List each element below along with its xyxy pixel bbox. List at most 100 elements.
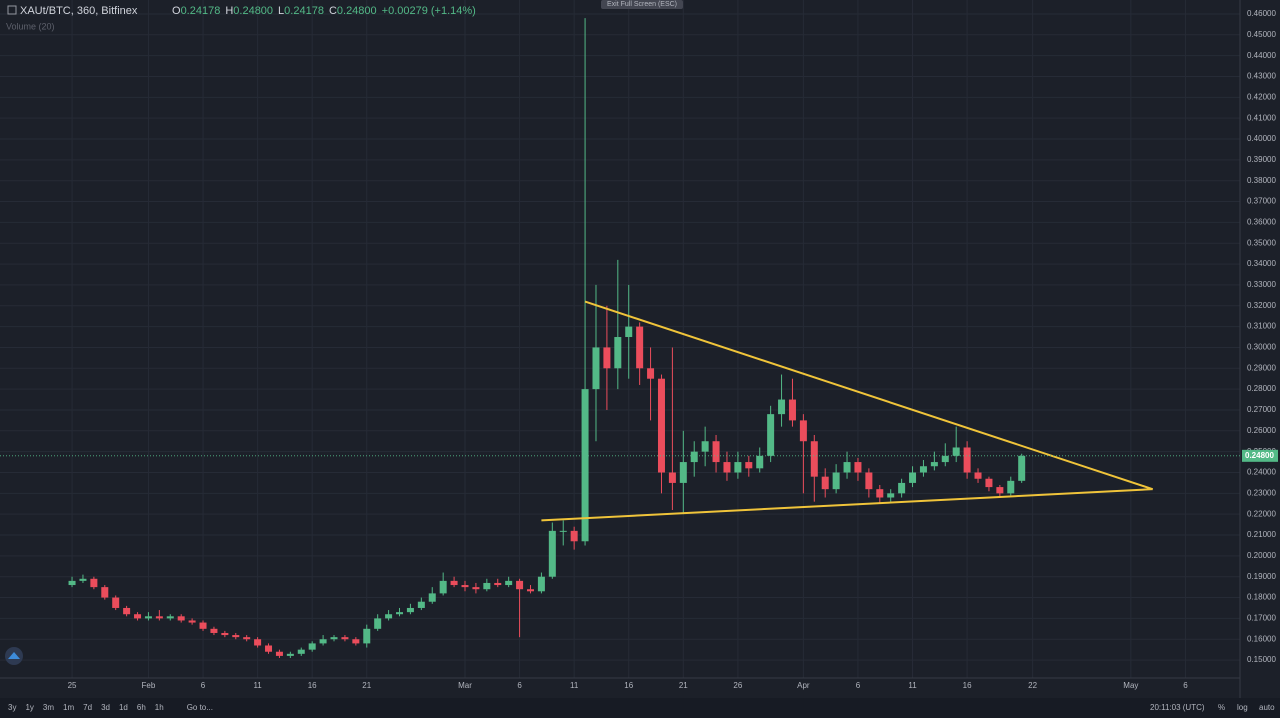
x-tick-label: 16 [624,681,633,690]
scale-option[interactable]: % [1218,703,1225,712]
x-tick-label: Mar [458,681,472,690]
x-tick-label: 11 [908,681,917,690]
y-tick-label: 0.41000 [1247,113,1276,122]
exit-button[interactable] [601,0,683,9]
candle-body [297,649,305,654]
exit-label[interactable]: Exit Full Screen (ESC) [607,1,677,8]
trendline [541,488,1153,522]
candle-body [232,635,240,638]
candle-body [865,472,873,490]
y-tick-label: 0.15000 [1247,655,1276,664]
candle-body [548,530,556,577]
candle-body [428,593,436,602]
ohlc-key: H [225,5,233,17]
range-button[interactable]: 3m [43,703,54,712]
last-price-box [1242,449,1278,462]
candle-body [745,462,753,469]
y-tick-label: 0.39000 [1247,155,1276,164]
candle-body [155,616,163,619]
candle-body [854,462,862,473]
x-tick-label: 21 [679,681,688,690]
x-tick-label: 16 [963,681,972,690]
candle-body [941,455,949,463]
y-tick-label: 0.31000 [1247,322,1276,331]
candle-body [581,389,589,542]
candle-body [286,653,294,656]
candle-body [767,414,775,456]
clock: 20:11:03 (UTC) [1150,703,1205,712]
candle-body [417,601,425,608]
candle-body [810,441,818,477]
y-tick-label: 0.43000 [1247,72,1276,81]
y-tick-label: 0.35000 [1247,238,1276,247]
candle-body [363,628,371,644]
candle-body [625,326,633,338]
range-button[interactable]: 1y [25,703,33,712]
candle-body [166,616,174,619]
candle-body [636,326,644,369]
candle-body [799,420,807,442]
change: +0.00279 (+1.14%) [382,5,476,17]
range-button[interactable]: 1h [155,703,164,712]
candle-body [450,580,458,586]
x-tick-label: Feb [142,681,156,690]
range-button[interactable]: 6h [137,703,146,712]
candle-body [374,618,382,629]
candle-body [985,478,993,488]
y-tick-label: 0.20000 [1247,551,1276,560]
candle-body [275,651,283,656]
candle-body [898,482,906,494]
y-tick-label: 0.40000 [1247,134,1276,143]
candle-body [592,347,600,390]
candle-body [963,447,971,473]
range-button[interactable]: 1m [63,703,74,712]
y-tick-label: 0.27000 [1247,405,1276,414]
candle-body [210,628,218,633]
range-button[interactable]: 1d [119,703,128,712]
candle-body [319,639,327,644]
y-tick-label: 0.16000 [1247,634,1276,643]
x-tick-label: 25 [68,681,77,690]
range-button[interactable]: 3d [101,703,110,712]
candle-body [832,472,840,490]
candle-body [254,639,262,646]
candle-body [668,472,676,483]
y-tick-label: 0.29000 [1247,363,1276,372]
candle-body [112,597,120,608]
candle-body [821,476,829,490]
y-tick-label: 0.33000 [1247,280,1276,289]
candle-body [690,451,698,463]
x-tick-label: 26 [733,681,742,690]
range-button[interactable]: 7d [83,703,92,712]
volume-label[interactable]: Volume (20) [6,21,55,31]
y-tick-label: 0.26000 [1247,426,1276,435]
x-tick-label: 22 [1028,681,1037,690]
y-tick-label: 0.42000 [1247,92,1276,101]
candle-body [396,612,404,615]
candle-body [494,582,502,586]
candle-body [701,441,709,452]
scale-option[interactable]: log [1237,703,1248,712]
range-button[interactable]: 3y [8,703,16,712]
candle-body [526,589,534,592]
symbol-icon [7,5,17,15]
y-tick-label: 0.34000 [1247,259,1276,268]
candle-body [756,455,764,469]
candle-body [723,462,731,473]
candle-body [134,614,142,619]
goto-button[interactable]: Go to... [187,703,213,712]
candle-body [559,530,567,532]
candle-body [1007,480,1015,494]
last-price-label: 0.24800 [1245,451,1274,460]
symbol[interactable]: XAUt/BTC, 360, Bitfinex [20,5,138,17]
candle-body [952,447,960,456]
candle-body [843,462,851,473]
scale-option[interactable]: auto [1259,703,1275,712]
candle-body [657,378,665,473]
candle-body [101,587,109,598]
candle-body [712,441,720,463]
candle-body [90,578,98,588]
candle-body [188,620,196,623]
candle-body [79,578,87,581]
candle-body [603,347,611,369]
